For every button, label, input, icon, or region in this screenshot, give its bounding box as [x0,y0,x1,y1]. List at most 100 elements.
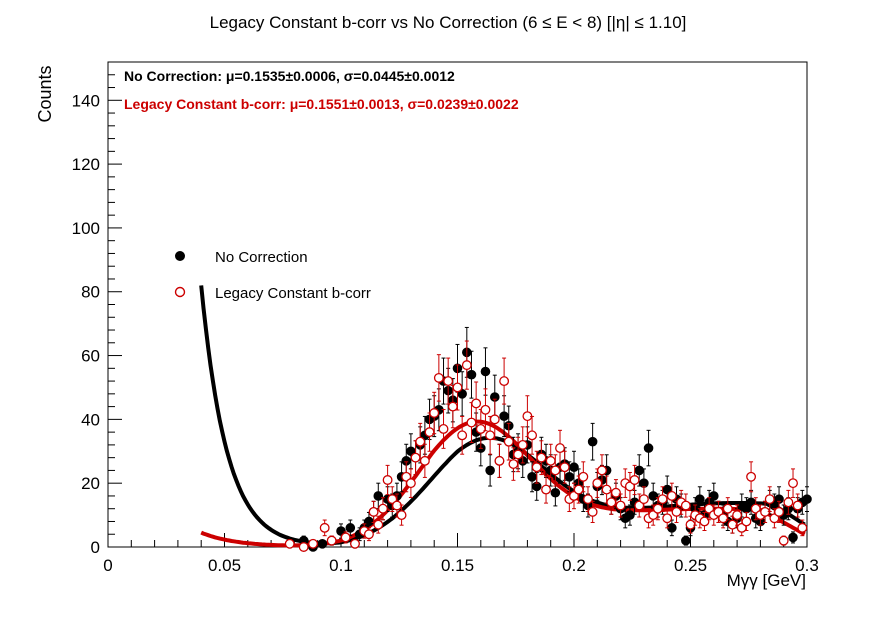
x-tick-label: 0.05 [208,556,241,575]
x-tick-label: 0.3 [795,556,819,575]
data-point-legacy [550,465,561,476]
data-point-legacy [699,516,710,527]
fit-annotation-legacy: Legacy Constant b-corr: μ=0.1551±0.0013,… [124,96,519,112]
x-tick-label: 0.25 [674,556,707,575]
data-point-legacy [485,430,496,441]
data-point-legacy [797,522,808,533]
data-point-legacy [671,506,682,517]
data-point-legacy [368,506,379,517]
plot-area: 0 0.05 0.1 0.15 0.2 0.25 0.3 0 20 40 60 80 100 120 140 [72,61,819,575]
data-point-legacy [377,503,388,514]
data-point-legacy [555,443,565,454]
data-point-legacy [350,538,360,549]
data-point-no-correction [527,472,537,482]
data-point-legacy [587,506,598,517]
data-point-legacy [475,423,486,434]
data-point-no-correction [317,539,328,549]
data-point-legacy [364,529,374,540]
y-tick-label: 140 [72,91,100,110]
data-point-no-correction [681,535,691,546]
data-point-legacy [666,490,677,501]
data-point-legacy [499,376,510,387]
data-point-legacy [419,455,430,466]
data-point-no-correction [643,443,654,453]
data-point-no-correction [364,516,374,527]
data-point-legacy [471,398,482,409]
legend-marker-no-correction [175,251,185,261]
data-point-legacy [573,484,584,495]
data-point-legacy [373,519,384,530]
data-point-legacy [396,510,407,521]
data-point-legacy [583,494,593,505]
data-point-no-correction [625,510,635,520]
data-point-legacy [308,538,318,549]
data-point-legacy [657,494,668,505]
y-tick-label: 60 [81,347,100,366]
data-point-legacy [541,484,551,495]
data-point-no-correction [550,487,561,498]
data-point-legacy [722,503,733,514]
data-point-legacy [718,513,729,524]
data-point-legacy [298,542,309,552]
chart-title: Legacy Constant b-corr vs No Correction … [210,13,687,32]
data-point-legacy [741,516,752,527]
data-point-no-correction [345,523,356,533]
y-tick-label: 120 [72,155,100,174]
y-tick-label: 40 [81,410,100,429]
data-point-legacy [662,513,673,524]
data-point-legacy [433,372,444,383]
data-point-no-correction [373,491,384,501]
data-point-legacy [424,427,435,438]
legend-label-legacy: Legacy Constant b-corr [215,285,371,302]
data-point-no-correction [480,366,491,377]
data-point-legacy [732,510,743,521]
legend-label-no-correction: No Correction [215,249,308,266]
data-point-legacy [774,506,784,517]
legend-marker-legacy [174,286,186,298]
data-point-legacy [531,462,542,473]
data-point-legacy [629,475,640,485]
data-point-legacy [783,497,794,508]
data-point-legacy [319,522,330,533]
data-point-legacy [410,452,421,463]
data-point-legacy [429,408,440,418]
y-tick-label: 20 [81,474,100,493]
data-point-legacy [405,478,416,489]
data-point-legacy [284,538,295,549]
y-tick-label: 0 [91,538,100,557]
data-point-no-correction [634,465,645,476]
data-point-legacy [452,382,463,393]
data-point-legacy [764,494,775,505]
data-point-legacy [340,532,351,543]
data-point-legacy [415,436,426,447]
data-point-legacy [513,449,524,460]
data-point-legacy [391,500,402,511]
data-point-no-correction [788,532,798,543]
data-point-legacy [466,417,477,428]
data-point-legacy [508,459,519,469]
x-tick-label: 0.2 [562,556,586,575]
data-point-legacy [727,519,738,530]
data-point-legacy [610,487,621,498]
data-point-legacy [680,500,691,511]
data-point-no-correction [587,436,598,447]
y-tick-label: 80 [81,283,100,302]
plot-frame [107,61,808,548]
data-point-legacy [746,471,757,482]
data-point-no-correction [709,491,719,501]
data-point-legacy [480,404,491,415]
data-point-legacy [578,471,589,482]
data-point-legacy [438,423,449,434]
data-point-no-correction [639,478,649,488]
data-point-legacy [597,465,607,476]
data-point-legacy [503,436,514,447]
data-point-legacy [494,455,505,466]
fit-annotation-no-correction: No Correction: μ=0.1535±0.0006, σ=0.0445… [124,68,455,84]
data-point-legacy [517,439,528,450]
data-point-no-correction [485,465,495,476]
data-point-legacy [638,494,649,505]
y-tick-label: 100 [72,219,100,238]
data-point-legacy [527,430,538,441]
data-point-legacy [778,535,789,546]
